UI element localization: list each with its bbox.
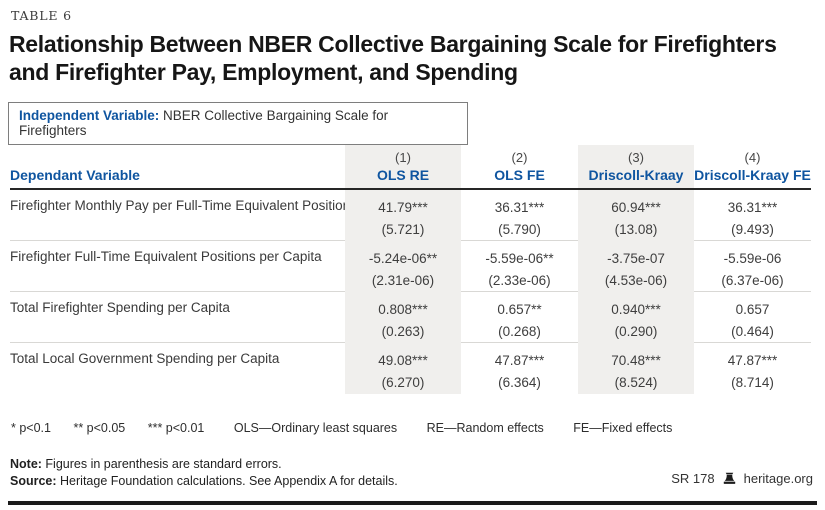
value-cell: 36.31*** (5.790) [461,190,578,241]
column-number: (1) [395,150,411,165]
coefficient: 0.657 [735,302,770,317]
coefficient: -5.24e-06** [368,251,438,266]
value-cell: 0.657** (0.268) [461,292,578,343]
coefficient: 36.31*** [727,200,778,215]
significance-legend: * p<0.1 ** p<0.05 *** p<0.01 OLS—Ordinar… [11,421,691,435]
legend-item-p001: *** p<0.01 [147,421,205,435]
coefficient: 49.08*** [378,353,428,368]
value-cell: 41.79*** (5.721) [345,190,461,241]
value-cell: 60.94*** (13.08) [578,190,694,241]
coefficient: -3.75e-07 [607,251,665,266]
std-error: (2.33e-06) [488,273,551,288]
independent-variable-box: Independent Variable: NBER Collective Ba… [8,102,468,145]
std-error: (5.721) [381,222,425,237]
page-title: Relationship Between NBER Collective Bar… [9,30,777,86]
legend-item-p005: ** p<0.05 [73,421,126,435]
value-cell: 47.87*** (8.714) [694,343,811,394]
coefficient: 0.808*** [378,302,428,317]
column-number: (2) [511,150,528,165]
source-text: Heritage Foundation calculations. See Ap… [56,473,398,488]
value-cell: -5.24e-06** (2.31e-06) [345,241,461,292]
std-error: (0.268) [498,324,541,339]
coefficient: -5.59e-06 [723,251,782,266]
std-error: (8.714) [731,375,774,390]
row-label: Firefighter Monthly Pay per Full-Time Eq… [10,198,351,213]
std-error: (5.790) [498,222,541,237]
value-cell: 0.940*** (0.290) [578,292,694,343]
value-cell: -3.75e-07 (4.53e-06) [578,241,694,292]
column-name: OLS RE [376,167,430,183]
std-error: (4.53e-06) [604,273,668,288]
row-label: Total Local Government Spending per Capi… [10,351,280,366]
value-cell: 0.657 (0.464) [694,292,811,343]
column-header-ols-fe: (2) OLS FE [461,145,578,188]
table-header-row: Dependant Variable (1) OLS RE (2) OLS FE… [10,145,811,190]
note-line: Note: Figures in parenthesis are standar… [10,456,398,473]
std-error: (9.493) [731,222,774,237]
site-link[interactable]: heritage.org [743,471,813,486]
column-number: (4) [744,150,761,165]
value-cell: -5.59e-06 (6.37e-06) [694,241,811,292]
footer-branding: SR 178 heritage.org [671,471,813,486]
dependent-variable-header: Dependant Variable [10,167,140,183]
table-row: Total Firefighter Spending per Capita 0.… [10,292,811,343]
report-id: SR 178 [671,471,715,486]
coefficient: 47.87*** [727,353,778,368]
note-label: Note: [10,457,42,471]
coefficient: 70.48*** [611,353,661,368]
column-header-ols-re: (1) OLS RE [345,145,461,188]
std-error: (0.464) [731,324,774,339]
coefficient: 47.87*** [494,353,545,368]
legend-item-p01: * p<0.1 [11,421,51,435]
row-label: Total Firefighter Spending per Capita [10,300,230,315]
independent-variable-label: Independent Variable: [19,108,160,123]
title-line-1: Relationship Between NBER Collective Bar… [9,31,777,57]
coefficient: 0.940*** [611,302,661,317]
std-error: (13.08) [614,222,658,237]
std-error: (6.37e-06) [721,273,784,288]
value-cell: 36.31*** (9.493) [694,190,811,241]
column-name: Driscoll-Kraay FE [694,167,811,183]
source-label: Source: [10,473,57,488]
coefficient: 36.31*** [494,200,545,215]
value-cell: -5.59e-06** (2.33e-06) [461,241,578,292]
legend-item-fe: FE—Fixed effects [573,421,673,435]
table-row: Firefighter Full-Time Equivalent Positio… [10,241,811,292]
std-error: (0.263) [381,324,425,339]
std-error: (0.290) [614,324,658,339]
bottom-rule [8,501,817,505]
column-name: Driscoll-Kraay [588,167,684,183]
source-line: Source: Heritage Foundation calculations… [10,473,398,490]
column-number: (3) [628,150,644,165]
coefficient: 41.79*** [378,200,428,215]
table-number-label: TABLE 6 [11,8,72,23]
table-row: Firefighter Monthly Pay per Full-Time Eq… [10,190,811,241]
coefficient: 0.657** [497,302,542,317]
note-text: Figures in parenthesis are standard erro… [41,457,282,471]
column-name: OLS FE [494,167,545,183]
value-cell: 47.87*** (6.364) [461,343,578,394]
title-line-2: and Firefighter Pay, Employment, and Spe… [9,59,518,86]
coefficient: 60.94*** [611,200,661,215]
std-error: (6.364) [498,375,541,390]
std-error: (2.31e-06) [371,273,435,288]
table-row: Total Local Government Spending per Capi… [10,343,811,394]
column-header-driscoll-kraay: (3) Driscoll-Kraay [578,145,694,188]
row-label: Firefighter Full-Time Equivalent Positio… [10,249,322,264]
value-cell: 0.808*** (0.263) [345,292,461,343]
notes-block: Note: Figures in parenthesis are standar… [10,456,398,489]
std-error: (6.270) [381,375,425,390]
legend-item-re: RE—Random effects [426,421,544,435]
value-cell: 49.08*** (6.270) [345,343,461,394]
column-header-driscoll-kraay-fe: (4) Driscoll-Kraay FE [694,145,811,188]
regression-table: Dependant Variable (1) OLS RE (2) OLS FE… [10,145,811,394]
value-cell: 70.48*** (8.524) [578,343,694,394]
std-error: (8.524) [614,375,658,390]
legend-item-ols: OLS—Ordinary least squares [233,421,398,435]
liberty-bell-icon [722,472,737,486]
coefficient: -5.59e-06** [485,251,554,266]
independent-variable-value: NBER Collective Bargaining Scale for Fir… [19,108,389,138]
